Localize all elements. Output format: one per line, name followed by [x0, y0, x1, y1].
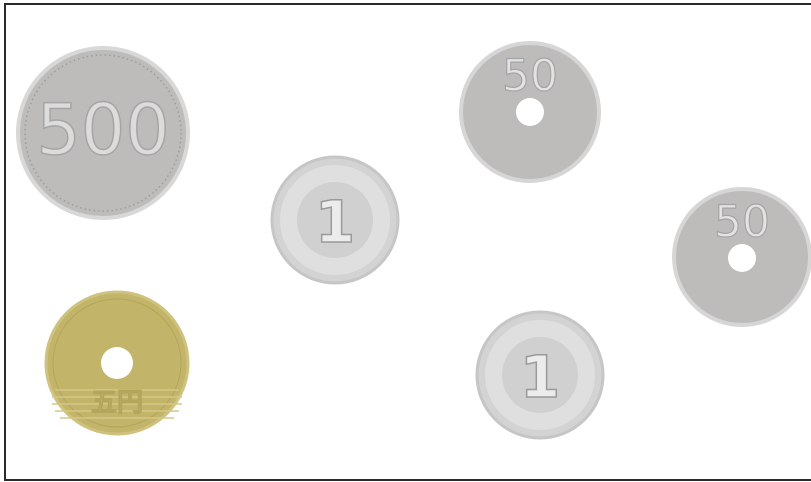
- coin-500: 500: [18, 48, 188, 218]
- coin-5: 五円: [46, 292, 188, 434]
- coin-1: 1: [477, 312, 603, 438]
- coin-1: 1: [272, 157, 398, 283]
- coin-label: 1: [315, 188, 355, 256]
- coin-label: 50: [714, 197, 770, 248]
- coin-label: 五円: [91, 388, 143, 418]
- coin-scene: 500 1 50 50 五円 1: [0, 0, 811, 482]
- coin-label: 1: [520, 343, 560, 411]
- page: 500 1 50 50 五円 1: [0, 0, 811, 482]
- coin-label: 50: [502, 51, 558, 102]
- coin-label: 500: [36, 89, 170, 171]
- coin-50: 50: [674, 189, 810, 325]
- coin-50: 50: [461, 43, 599, 181]
